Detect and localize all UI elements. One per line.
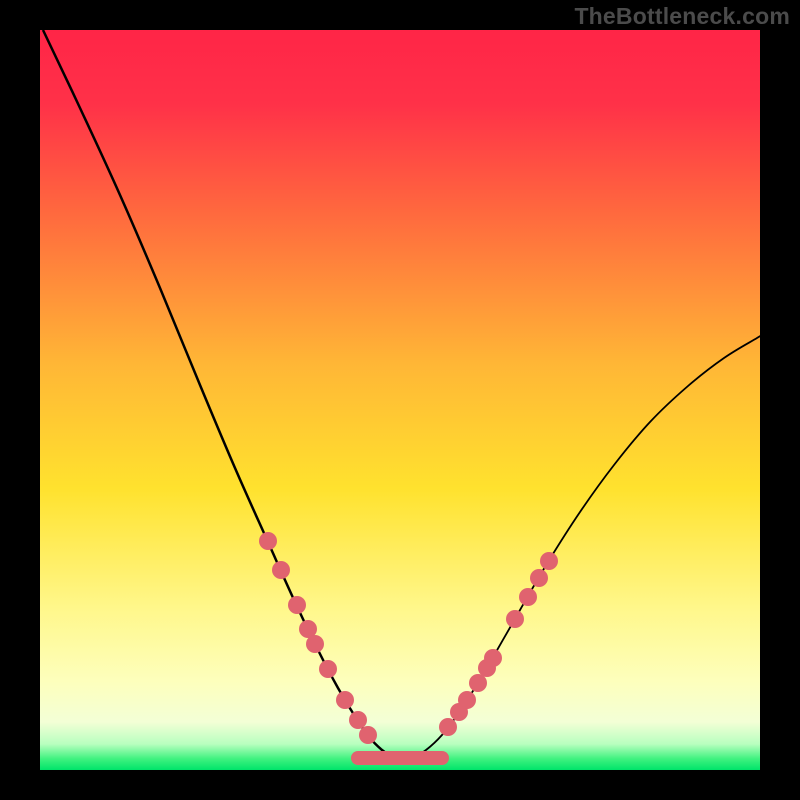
marker-point bbox=[336, 691, 354, 709]
marker-point bbox=[288, 596, 306, 614]
marker-point bbox=[484, 649, 502, 667]
marker-point bbox=[359, 726, 377, 744]
marker-point bbox=[439, 718, 457, 736]
marker-point bbox=[319, 660, 337, 678]
marker-point bbox=[458, 691, 476, 709]
marker-point bbox=[506, 610, 524, 628]
marker-point bbox=[469, 674, 487, 692]
chart-svg bbox=[0, 0, 800, 800]
marker-point bbox=[272, 561, 290, 579]
marker-point bbox=[259, 532, 277, 550]
marker-point bbox=[519, 588, 537, 606]
marker-point bbox=[349, 711, 367, 729]
plot-background bbox=[40, 30, 760, 770]
watermark-text: TheBottleneck.com bbox=[574, 3, 790, 30]
marker-point bbox=[530, 569, 548, 587]
marker-point bbox=[306, 635, 324, 653]
chart-canvas: { "watermark": { "text": "TheBottleneck.… bbox=[0, 0, 800, 800]
marker-point bbox=[540, 552, 558, 570]
